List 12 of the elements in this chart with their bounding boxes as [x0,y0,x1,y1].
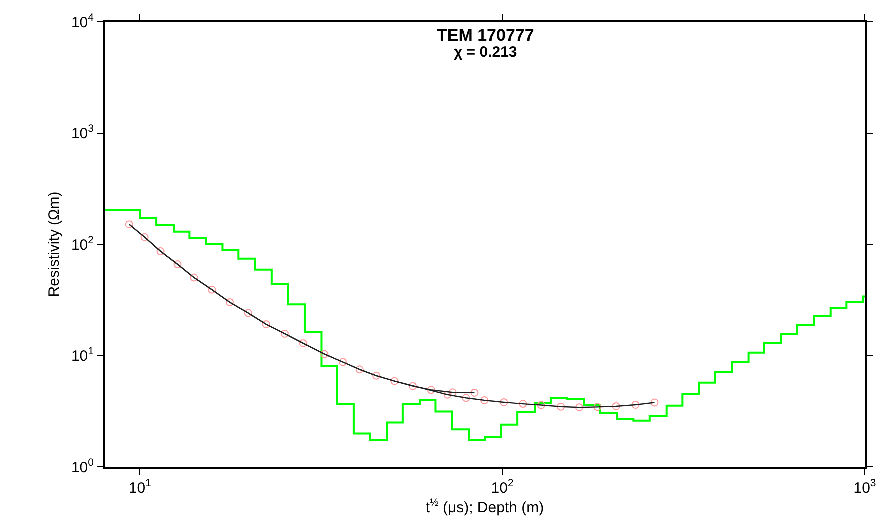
chart-title: TEM 170777 [437,26,534,45]
y-tick-label: 10$^{1}$ [71,346,94,365]
x-tick-label: 10$^{2}$ [491,478,514,497]
y-tick-label: 10$^{2}$ [71,234,94,254]
x-tick-label: 10$^{1}$ [128,478,152,497]
y-tick-label: 10$^{0}$ [71,456,94,476]
text: χ = 0.213 [454,44,518,61]
x-axis-title: t$^{½}$ (μs); Depth (m) [426,497,544,516]
y-axis-title: Resistivity (Ωm) [46,192,64,298]
y-tick-label: 10$^{3}$ [71,123,94,142]
y-tick-label: 10$^{4}$ [71,12,94,32]
x-tick-label: 10$^{3}$ [854,478,876,497]
